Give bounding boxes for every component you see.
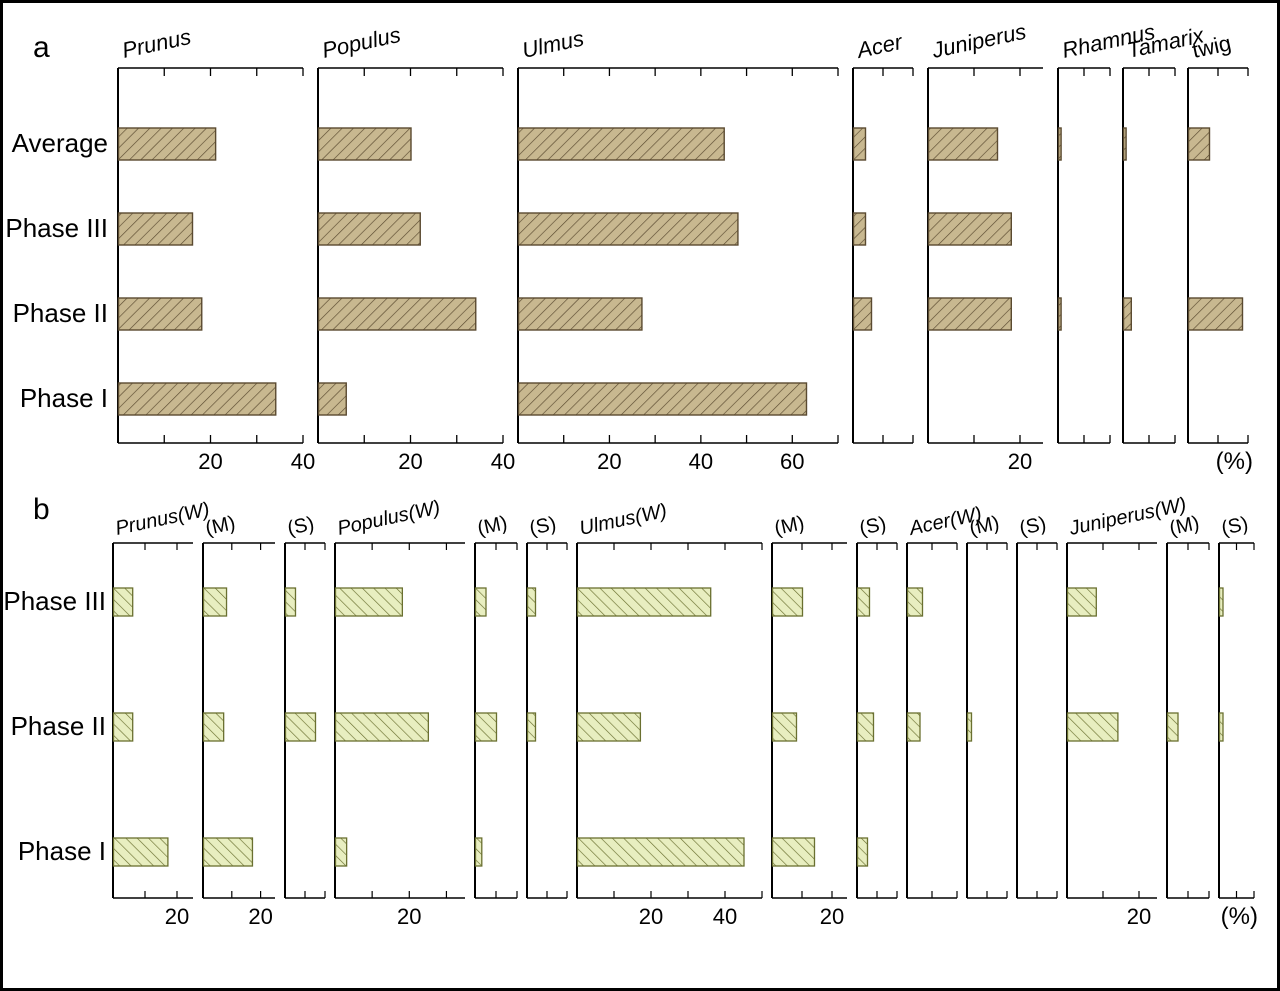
- tick-label: 20: [639, 904, 663, 929]
- subplot-title: (M): [475, 512, 509, 540]
- bar: [773, 713, 797, 741]
- bar: [336, 588, 403, 616]
- bar: [114, 713, 133, 741]
- subplot-title: (M): [203, 512, 237, 540]
- bar: [1220, 588, 1224, 616]
- subplot-title: (S): [285, 513, 316, 540]
- bar: [476, 713, 497, 741]
- subplot-title: (S): [1219, 513, 1250, 540]
- tick-label: 20: [397, 904, 421, 929]
- bar: [908, 588, 923, 616]
- bar: [773, 838, 815, 866]
- row-label: Phase III: [3, 586, 106, 616]
- bar: [286, 713, 316, 741]
- bar: [968, 713, 972, 741]
- tick-label: 20: [248, 904, 272, 929]
- tick-label: 20: [165, 904, 189, 929]
- unit-label: (%): [1221, 903, 1258, 930]
- bar: [1068, 588, 1097, 616]
- bar: [578, 588, 711, 616]
- subplot-title: (M): [1167, 512, 1201, 540]
- bar: [204, 713, 224, 741]
- subplot-title: (S): [527, 513, 558, 540]
- figure-container: a b AveragePhase IIIPhase IIPhase I2040P…: [0, 0, 1280, 991]
- subplot-title: (S): [857, 513, 888, 540]
- row-label: Phase I: [18, 836, 106, 866]
- tick-label: 40: [713, 904, 737, 929]
- bar: [908, 713, 921, 741]
- bar: [476, 838, 482, 866]
- row-label: Phase II: [11, 711, 106, 741]
- bar: [528, 713, 536, 741]
- bar: [286, 588, 296, 616]
- bar: [204, 588, 227, 616]
- bar: [1068, 713, 1118, 741]
- bar: [1220, 713, 1224, 741]
- bar: [336, 713, 429, 741]
- subplot-title: Populus(W): [335, 497, 442, 540]
- bar: [476, 588, 487, 616]
- tick-label: 20: [1127, 904, 1151, 929]
- bar: [1168, 713, 1179, 741]
- bar: [528, 588, 536, 616]
- subplot-title: (S): [1017, 513, 1048, 540]
- tick-label: 20: [820, 904, 844, 929]
- bar: [858, 713, 874, 741]
- bar: [578, 713, 641, 741]
- subplot-title: Ulmus(W): [577, 500, 669, 540]
- bar: [204, 838, 253, 866]
- bar: [858, 838, 868, 866]
- bar: [114, 588, 133, 616]
- bar: [336, 838, 347, 866]
- subplot-title: (M): [772, 512, 806, 540]
- subplot-title: Prunus(W): [113, 498, 211, 539]
- bar: [114, 838, 168, 866]
- subplot-title: (M): [967, 512, 1001, 540]
- bar: [773, 588, 803, 616]
- bar: [858, 588, 870, 616]
- bar: [578, 838, 745, 866]
